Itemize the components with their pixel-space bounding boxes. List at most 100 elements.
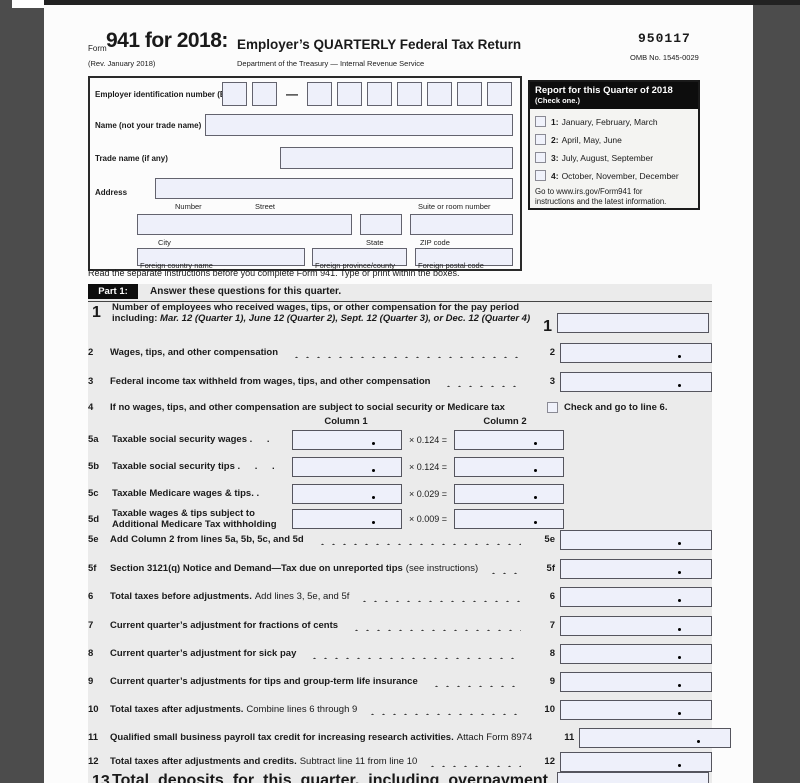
decimal-dot bbox=[678, 683, 681, 687]
line6-amount-box[interactable] bbox=[560, 586, 712, 607]
line5d-column2-box[interactable] bbox=[454, 509, 564, 529]
dot-leader bbox=[289, 347, 521, 358]
quarter-panel-title: Report for this Quarter of 2018 bbox=[535, 85, 673, 96]
state-input[interactable] bbox=[360, 214, 402, 235]
line5d-column1-box[interactable] bbox=[292, 509, 402, 529]
trade-name-input[interactable] bbox=[280, 147, 513, 169]
ein-digit-box[interactable] bbox=[307, 82, 332, 106]
line13-label: Total deposits for this quarter, includi… bbox=[112, 772, 548, 783]
quarter-option-2[interactable]: 2: April, May, June bbox=[535, 134, 693, 145]
ein-digit-box[interactable] bbox=[252, 82, 277, 106]
foreign-province-input[interactable] bbox=[312, 248, 407, 266]
zip-sublabel: ZIP code bbox=[420, 238, 450, 247]
report-quarter-panel: Report for this Quarter of 2018 (Check o… bbox=[528, 80, 700, 210]
foreign-country-input[interactable] bbox=[137, 248, 305, 266]
line-number: 10 bbox=[88, 704, 99, 715]
line-number: 12 bbox=[88, 756, 99, 767]
decimal-dot bbox=[678, 570, 681, 574]
trade-name-label: Trade name (if any) bbox=[95, 154, 168, 163]
line5c-column1-box[interactable] bbox=[292, 483, 402, 504]
line7-amount-box[interactable] bbox=[560, 615, 712, 636]
line-number-right: 5e bbox=[544, 534, 555, 545]
quarter-option-label: October, November, December bbox=[561, 170, 679, 181]
line4-checkbox[interactable] bbox=[547, 402, 558, 413]
line-5e-row: 5e Add Column 2 from lines 5a, 5b, 5c, a… bbox=[88, 528, 712, 551]
decimal-dot bbox=[678, 763, 681, 767]
state-sublabel: State bbox=[366, 238, 384, 247]
ein-digit-box[interactable] bbox=[427, 82, 452, 106]
line11-amount-box[interactable] bbox=[579, 727, 732, 748]
name-input[interactable] bbox=[205, 114, 513, 136]
line5f-amount-box[interactable] bbox=[560, 558, 712, 579]
number-sublabel: Number bbox=[175, 202, 202, 211]
quarter-option-number: 3: bbox=[551, 152, 559, 163]
ein-digit-box[interactable] bbox=[367, 82, 392, 106]
line-7-row: 7 Current quarter’s adjustment for fract… bbox=[88, 614, 712, 637]
line-number: 5e bbox=[88, 534, 99, 545]
part1-title: Answer these questions for this quarter. bbox=[150, 286, 342, 297]
ein-digit-box[interactable] bbox=[397, 82, 422, 106]
zip-input[interactable] bbox=[410, 214, 513, 235]
ein-boxes: — bbox=[222, 82, 512, 106]
line-5f-row: 5f Section 3121(q) Notice and Demand—Tax… bbox=[88, 557, 712, 580]
line5a-column2-box[interactable] bbox=[454, 429, 564, 450]
quarter-2-checkbox[interactable] bbox=[535, 134, 546, 145]
line1-number: 1 bbox=[92, 304, 101, 321]
line3-amount-box[interactable] bbox=[560, 371, 712, 392]
line5b-multiplier: × 0.124 = bbox=[408, 461, 448, 472]
footer-line-2: instructions and the latest information. bbox=[535, 196, 667, 206]
line13-amount-box[interactable] bbox=[557, 772, 709, 783]
decimal-dot bbox=[372, 468, 375, 472]
line10-amount-box[interactable] bbox=[560, 699, 712, 720]
quarter-option-label: January, February, March bbox=[561, 116, 658, 127]
decimal-dot bbox=[678, 541, 681, 545]
line5a-column1-box[interactable] bbox=[292, 429, 402, 450]
dot-leader bbox=[349, 620, 521, 631]
street-address-input[interactable] bbox=[155, 178, 513, 199]
line13-number: 13 bbox=[92, 773, 110, 783]
decimal-dot bbox=[697, 739, 701, 743]
employer-info-box bbox=[88, 76, 522, 271]
quarter-option-3[interactable]: 3: July, August, September bbox=[535, 152, 693, 163]
ein-digit-box[interactable] bbox=[337, 82, 362, 106]
ein-digit-box[interactable] bbox=[487, 82, 512, 106]
quarter-1-checkbox[interactable] bbox=[535, 116, 546, 127]
foreign-postal-input[interactable] bbox=[415, 248, 513, 266]
form-title-text: Employer’s QUARTERLY Federal Tax Return bbox=[237, 37, 522, 52]
line-number-right: 11 bbox=[564, 732, 575, 743]
line5b-column1-box[interactable] bbox=[292, 456, 402, 477]
column1-header: Column 1 bbox=[324, 416, 368, 427]
line5c-column2-box[interactable] bbox=[454, 483, 564, 504]
quarter-option-4[interactable]: 4: October, November, December bbox=[535, 170, 693, 181]
dot-leader bbox=[365, 704, 521, 715]
line-number-right: 6 bbox=[549, 591, 555, 602]
line12-amount-box[interactable] bbox=[560, 751, 712, 772]
street-sublabel: Street bbox=[255, 202, 276, 211]
line9-amount-box[interactable] bbox=[560, 671, 712, 692]
line-2-row: 2 Wages, tips, and other compensation 2 bbox=[88, 341, 712, 364]
line2-amount-box[interactable] bbox=[560, 342, 712, 363]
line1-label: Number of employees who received wages, … bbox=[112, 302, 530, 324]
dot-leader bbox=[441, 376, 521, 387]
ein-digit-box[interactable] bbox=[457, 82, 482, 106]
decimal-dot bbox=[534, 468, 537, 472]
ein-digit-box[interactable] bbox=[222, 82, 247, 106]
quarter-3-checkbox[interactable] bbox=[535, 152, 546, 163]
quarter-option-1[interactable]: 1: January, February, March bbox=[535, 116, 693, 127]
line-number: 3 bbox=[88, 376, 94, 387]
city-input[interactable] bbox=[137, 214, 352, 235]
line-4-row: 4 If no wages, tips, and other compensat… bbox=[88, 396, 712, 419]
line-number-right: 5f bbox=[546, 563, 555, 574]
quarter-4-checkbox[interactable] bbox=[535, 170, 546, 181]
line5b-column2-box[interactable] bbox=[454, 456, 564, 477]
line1-number-right: 1 bbox=[543, 318, 552, 335]
line8-amount-box[interactable] bbox=[560, 643, 712, 664]
address-label: Address bbox=[95, 188, 128, 197]
line1-amount-box[interactable] bbox=[557, 313, 709, 333]
line5e-amount-box[interactable] bbox=[560, 529, 712, 550]
column2-header: Column 2 bbox=[483, 416, 527, 427]
foreign-province-sublabel: Foreign province/county bbox=[315, 261, 396, 270]
line5d-label-1: Taxable wages & tips subject to bbox=[112, 508, 255, 519]
form-title-number: 941 for 2018: bbox=[106, 29, 228, 52]
